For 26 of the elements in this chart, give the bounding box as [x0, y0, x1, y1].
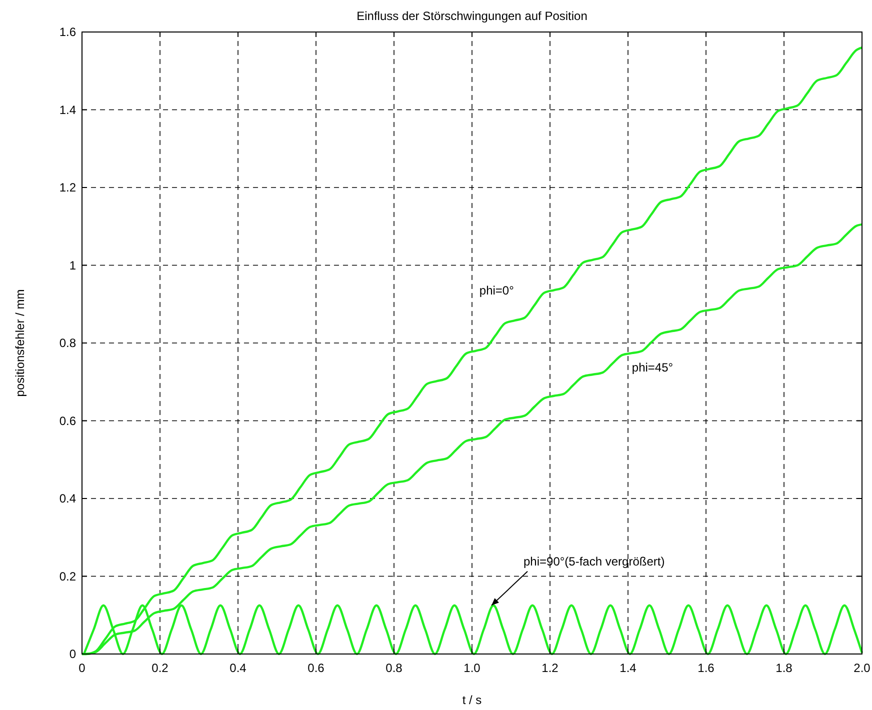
x-tick-label: 0.8 — [386, 661, 403, 675]
x-axis-title: t / s — [462, 693, 482, 707]
x-tick-label: 1.6 — [698, 661, 715, 675]
y-tick-label: 0.6 — [59, 414, 76, 428]
chart-title: Einfluss der Störschwingungen auf Position — [356, 9, 588, 23]
x-tick-label: 0.4 — [230, 661, 247, 675]
series-label: phi=45° — [632, 360, 674, 374]
y-tick-label: 1.4 — [59, 102, 76, 117]
y-tick-label: 1.2 — [59, 180, 76, 195]
x-tick-label: 2.0 — [854, 661, 871, 675]
series-label: phi=0° — [479, 283, 514, 298]
x-tick-label: 1.2 — [542, 661, 559, 675]
y-tick-label: 0.2 — [59, 569, 76, 584]
x-tick-label: 1.4 — [620, 661, 637, 675]
x-tick-label: 1.8 — [776, 661, 793, 675]
y-tick-label: 0.8 — [59, 336, 76, 350]
y-tick-label: 0.4 — [59, 492, 76, 506]
x-tick-label: 0 — [78, 661, 86, 675]
y-tick-label: 1 — [69, 258, 76, 272]
x-tick-label: 0.2 — [152, 661, 169, 675]
y-axis-title: positionsfehler / mm — [13, 289, 27, 397]
x-tick-label: 1.0 — [464, 661, 481, 675]
x-tick-label: 0.6 — [308, 661, 325, 675]
annotation: phi=90°(5-fach vergrößert) — [524, 554, 665, 568]
y-tick-label: 1.6 — [59, 25, 76, 40]
y-tick-label: 0 — [69, 647, 76, 662]
